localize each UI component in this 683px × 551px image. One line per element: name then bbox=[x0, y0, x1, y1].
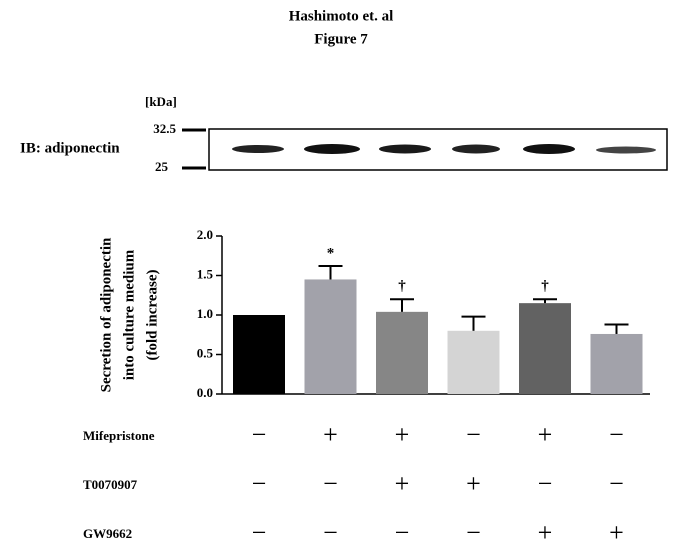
treatment-sign: − bbox=[252, 469, 267, 498]
bar bbox=[519, 303, 571, 394]
treatment-label: GW9662 bbox=[83, 526, 132, 541]
significance-mark: † bbox=[541, 279, 549, 295]
y-axis-label: into culture medium bbox=[121, 249, 137, 380]
bar bbox=[590, 333, 643, 394]
y-tick-label: 0.5 bbox=[197, 345, 214, 360]
treatment-sign: + bbox=[323, 420, 338, 449]
treatment-sign: − bbox=[609, 469, 624, 498]
error-bar bbox=[533, 298, 557, 304]
title: Hashimoto et. al bbox=[289, 8, 394, 24]
treatment-sign: − bbox=[538, 469, 553, 498]
treatment-label: T0070907 bbox=[83, 477, 138, 492]
treatment-sign: − bbox=[252, 518, 267, 547]
bar bbox=[233, 315, 285, 394]
treatment-sign: − bbox=[466, 420, 481, 449]
treatment-sign: − bbox=[395, 518, 410, 547]
blot-label: IB: adiponectin bbox=[20, 140, 120, 156]
y-tick-label: 2.0 bbox=[197, 227, 213, 242]
treatment-sign: + bbox=[538, 420, 553, 449]
bar bbox=[304, 279, 357, 394]
blot-unit: [kDa] bbox=[145, 94, 177, 109]
treatment-label: Mifepristone bbox=[83, 428, 155, 443]
error-bar bbox=[604, 323, 629, 334]
blot-marker: 25 bbox=[155, 159, 169, 174]
treatment-sign: + bbox=[538, 518, 553, 547]
significance-mark: * bbox=[327, 245, 335, 261]
y-tick-label: 1.0 bbox=[197, 306, 213, 321]
subtitle: Figure 7 bbox=[314, 31, 368, 47]
error-bar bbox=[390, 298, 414, 312]
treatment-sign: + bbox=[466, 469, 481, 498]
treatment-sign: − bbox=[323, 518, 338, 547]
y-tick-label: 1.5 bbox=[197, 266, 214, 281]
bar bbox=[376, 311, 428, 394]
y-axis-label: Secretion of adiponectin bbox=[98, 237, 114, 392]
treatment-sign: − bbox=[252, 420, 267, 449]
bar bbox=[447, 330, 500, 394]
treatment-sign: − bbox=[466, 518, 481, 547]
treatment-sign: + bbox=[609, 518, 624, 547]
error-bar bbox=[461, 315, 486, 331]
treatment-sign: − bbox=[609, 420, 624, 449]
y-tick-label: 0.0 bbox=[197, 385, 213, 400]
treatment-sign: + bbox=[395, 469, 410, 498]
significance-mark: † bbox=[398, 279, 406, 295]
treatment-sign: + bbox=[395, 420, 410, 449]
error-bar bbox=[318, 265, 343, 280]
blot-marker: 32.5 bbox=[153, 121, 176, 136]
treatment-sign: − bbox=[323, 469, 338, 498]
y-axis-label: (fold increase) bbox=[144, 270, 160, 361]
blot bbox=[208, 128, 668, 171]
